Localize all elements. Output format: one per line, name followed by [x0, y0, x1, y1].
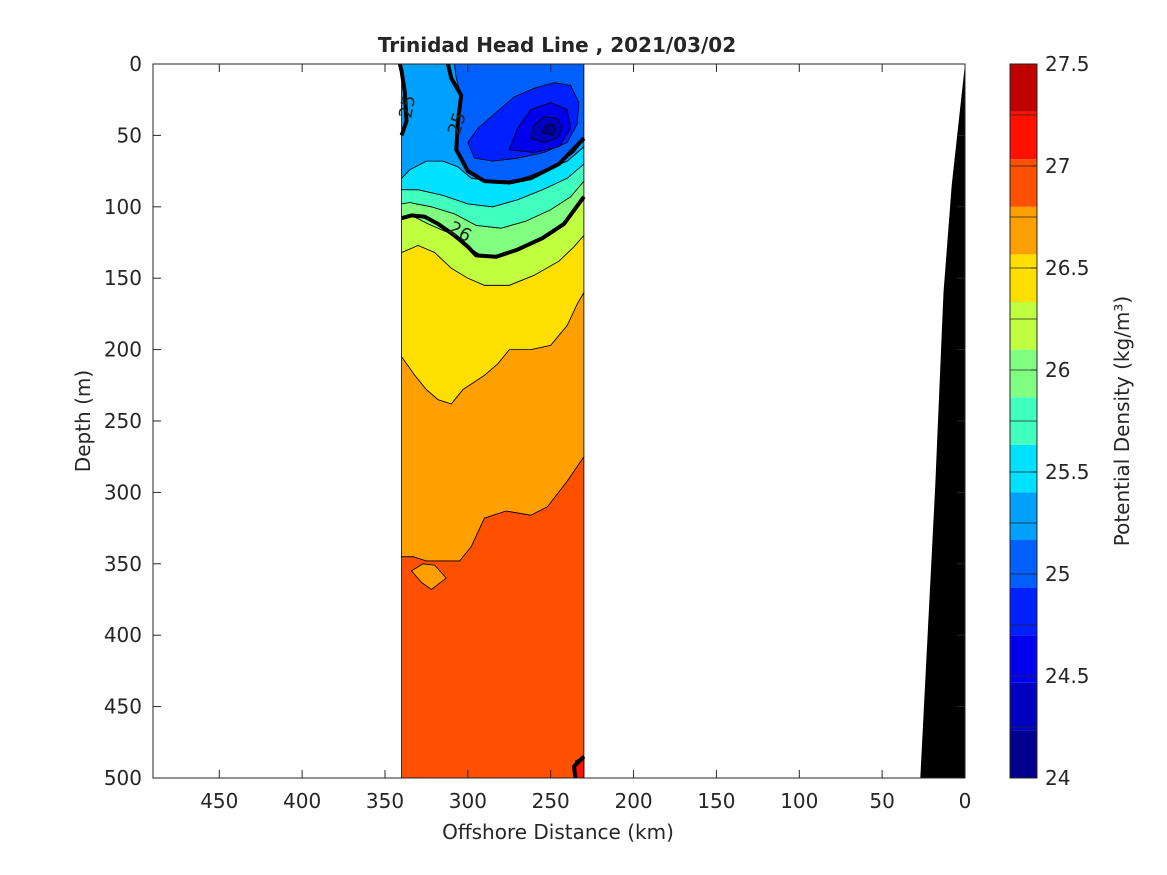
contour-line-3 [571, 755, 586, 779]
y-tick-label: 100 [104, 195, 142, 219]
y-axis-label: Depth (m) [71, 370, 95, 472]
x-axis-ticks: 450 400 350 300 250 200 150 100 50 0 [200, 64, 971, 813]
y-tick-label: 200 [104, 338, 142, 362]
colorbar-swatch-6 [1010, 444, 1037, 493]
y-tick-label: 0 [129, 52, 142, 76]
colorbar-tick-label: 25 [1045, 562, 1070, 586]
colorbar-swatch-13 [1010, 111, 1037, 160]
colorbar-tick-label: 26.5 [1045, 256, 1090, 280]
x-tick-label: 250 [532, 789, 570, 813]
y-tick-label: 350 [104, 552, 142, 576]
colorbar-swatch-5 [1010, 492, 1037, 540]
contour-line-0 [397, 63, 409, 137]
colorbar-swatch-14 [1010, 64, 1037, 112]
colorbar-swatch-12 [1010, 159, 1037, 207]
colorbar-swatch-11 [1010, 206, 1037, 255]
y-tick-label: 150 [104, 266, 142, 290]
colorbar-label: Potential Density (kg/m³) [1110, 296, 1134, 547]
contour-lines [397, 63, 586, 779]
contour-fills [401, 63, 585, 779]
x-tick-label: 50 [869, 789, 894, 813]
colorbar-tick-label: 24 [1045, 766, 1070, 790]
x-tick-label: 150 [697, 789, 735, 813]
colorbar-ticks: 24 24.5 25 25.5 26 26.5 27 27.5 [1031, 52, 1090, 790]
colorbar-tick-label: 25.5 [1045, 460, 1090, 484]
y-tick-label: 450 [104, 695, 142, 719]
colorbar-swatch-0 [1010, 730, 1037, 778]
colorbar-swatch-4 [1010, 540, 1037, 588]
colorbar-swatch-10 [1010, 254, 1037, 302]
chart-title: Trinidad Head Line , 2021/03/02 [378, 33, 736, 57]
seafloor-shape [920, 64, 965, 778]
bathymetry-layer [920, 64, 965, 778]
x-tick-label: 450 [200, 789, 238, 813]
contour-label-0: 25 [395, 94, 420, 120]
colorbar-frame [1009, 63, 1038, 779]
x-axis-label: Offshore Distance (km) [442, 820, 674, 844]
colorbar-swatch-9 [1010, 302, 1037, 350]
x-tick-label: 200 [614, 789, 652, 813]
colorbar [1009, 63, 1038, 779]
colorbar-tick-label: 26 [1045, 358, 1070, 382]
y-tick-label: 400 [104, 623, 142, 647]
colorbar-tick-label: 24.5 [1045, 664, 1090, 688]
x-tick-label: 400 [283, 789, 321, 813]
colorbar-swatch-1 [1010, 682, 1037, 731]
colorbar-swatch-2 [1010, 635, 1037, 683]
x-tick-label: 100 [780, 789, 818, 813]
colorbar-swatch-3 [1010, 587, 1037, 636]
colorbar-swatch-8 [1010, 349, 1037, 398]
colorbar-tick-label: 27.5 [1045, 52, 1090, 76]
contour-line-1 [446, 63, 586, 185]
contour-line-2 [401, 195, 586, 259]
x-tick-label: 300 [449, 789, 487, 813]
y-axis-ticks: 0 50 100 150 200 250 300 350 400 450 500 [104, 52, 965, 790]
x-tick-label: 350 [366, 789, 404, 813]
x-tick-label: 0 [959, 789, 972, 813]
density-band-13 [541, 123, 557, 136]
y-tick-label: 50 [117, 123, 142, 147]
y-tick-label: 250 [104, 409, 142, 433]
y-tick-label: 500 [104, 766, 142, 790]
y-tick-label: 300 [104, 480, 142, 504]
colorbar-tick-label: 27 [1045, 154, 1070, 178]
density-band-2 [410, 563, 447, 590]
